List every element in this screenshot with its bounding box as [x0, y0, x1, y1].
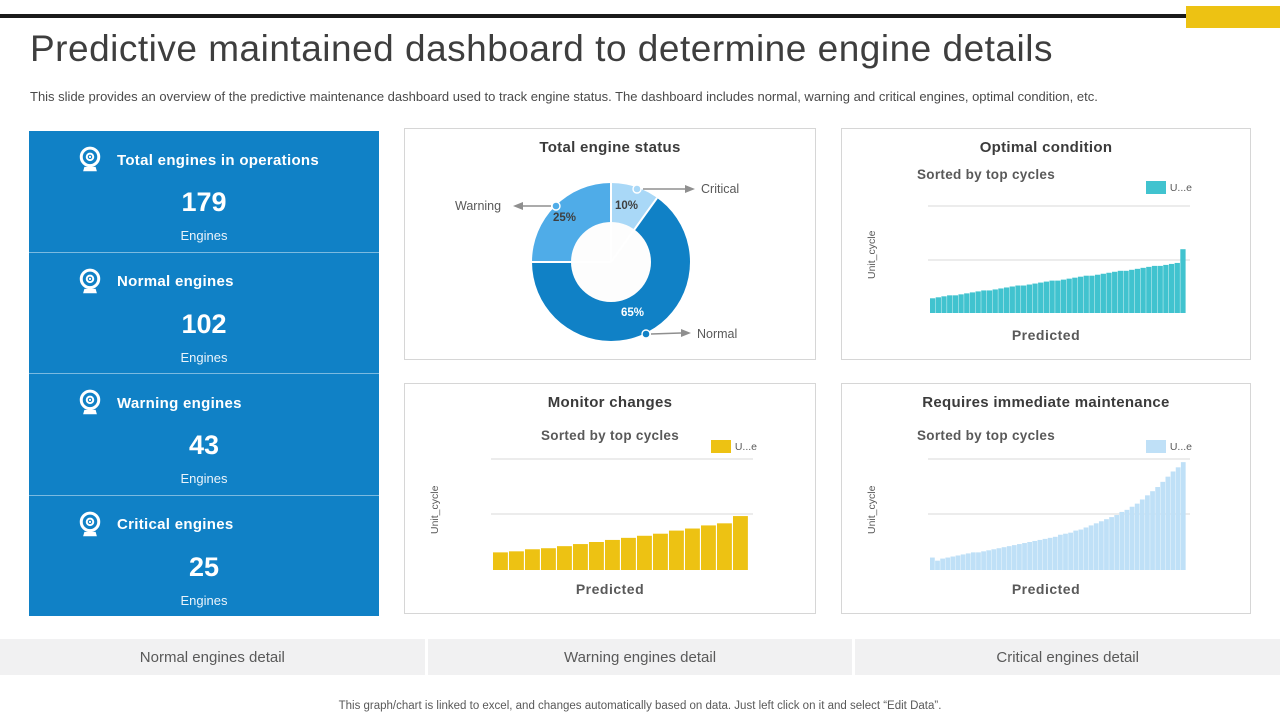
webcam-icon: [75, 388, 105, 418]
chart-subtitle: Sorted by top cycles: [917, 428, 1056, 443]
kpi-label: Normal engines: [117, 273, 234, 290]
kpi-value: 179: [181, 187, 227, 217]
pct-label-normal: 65%: [621, 307, 645, 319]
chart-legend: U...e: [1145, 181, 1192, 194]
warning-engines-detail-button[interactable]: Warning engines detail: [427, 639, 853, 675]
normal-engines-detail-button[interactable]: Normal engines detail: [0, 639, 425, 675]
y-axis-label: Unit_cycle: [429, 485, 441, 535]
kpi-value: 25: [188, 551, 220, 582]
footer-note: This graph/chart is linked to excel, and…: [338, 700, 942, 712]
chart-legend: U...e: [1145, 440, 1192, 453]
kpi-card-critical: Critical engines 25 Engines: [29, 496, 379, 617]
y-axis-label: Unit_cycle: [866, 485, 878, 535]
chart-title: Total engine status: [539, 139, 681, 156]
webcam-icon: [75, 510, 105, 540]
webcam-icon: [75, 145, 105, 175]
kpi-card-warning: Warning engines 43 Engines: [29, 374, 379, 496]
legend-swatch: [1145, 440, 1166, 453]
kpi-card-total: Total engines in operations 179 Engines: [29, 131, 379, 253]
kpi-value: 102: [181, 308, 227, 339]
kpi-unit: Engines: [180, 592, 228, 608]
slice-label-warning: Warning: [455, 199, 502, 213]
detail-button-bar: Normal engines detail Warning engines de…: [0, 639, 1280, 675]
page-subtitle: This slide provides an overview of the p…: [30, 89, 1098, 104]
critical-engines-detail-button[interactable]: Critical engines detail: [855, 639, 1280, 675]
page-title: Predictive maintained dashboard to deter…: [30, 28, 1053, 69]
kpi-label: Critical engines: [117, 516, 234, 533]
kpi-unit: Engines: [180, 228, 228, 243]
kpi-label: Total engines in operations: [117, 151, 320, 169]
legend-label: U...e: [1169, 181, 1192, 194]
pct-label-critical: 10%: [615, 200, 639, 212]
kpi-label: Warning engines: [117, 394, 242, 412]
requires-maintenance-chart-panel[interactable]: Requires immediate maintenance Sorted by…: [841, 383, 1251, 614]
accent-bar: [1186, 6, 1280, 28]
kpi-unit: Engines: [180, 471, 228, 486]
x-axis-label: Predicted: [575, 581, 645, 597]
chart-title: Requires immediate maintenance: [922, 394, 1170, 411]
slice-label-normal: Normal: [697, 327, 738, 341]
chart-legend: U...e: [710, 440, 757, 453]
x-axis-label: Predicted: [1011, 327, 1081, 343]
kpi-sidebar: Total engines in operations 179 Engines …: [29, 131, 379, 616]
x-axis-label: Predicted: [1011, 581, 1081, 597]
chart-title: Optimal condition: [979, 139, 1113, 156]
kpi-value: 43: [188, 430, 220, 460]
chart-title: Monitor changes: [547, 394, 673, 411]
donut-hole: [571, 222, 651, 302]
slice-label-critical: Critical: [701, 182, 740, 196]
top-divider-line: [0, 14, 1186, 18]
legend-label: U...e: [1169, 440, 1192, 453]
legend-swatch: [1145, 181, 1166, 194]
monitor-changes-chart-panel[interactable]: Monitor changes Sorted by top cycles U..…: [404, 383, 816, 614]
chart-subtitle: Sorted by top cycles: [917, 167, 1056, 182]
optimal-condition-chart-panel[interactable]: Optimal condition Sorted by top cycles U…: [841, 128, 1251, 360]
webcam-icon: [75, 267, 105, 297]
kpi-card-normal: Normal engines 102 Engines: [29, 253, 379, 374]
y-axis-label: Unit_cycle: [866, 230, 878, 280]
legend-swatch: [710, 440, 731, 453]
chart-subtitle: Sorted by top cycles: [540, 428, 680, 443]
kpi-unit: Engines: [180, 349, 228, 365]
donut-chart-panel[interactable]: Total engine status 10% 65% 25% Critical…: [404, 128, 816, 360]
pct-label-warning: 25%: [553, 212, 577, 224]
legend-label: U...e: [734, 440, 757, 453]
